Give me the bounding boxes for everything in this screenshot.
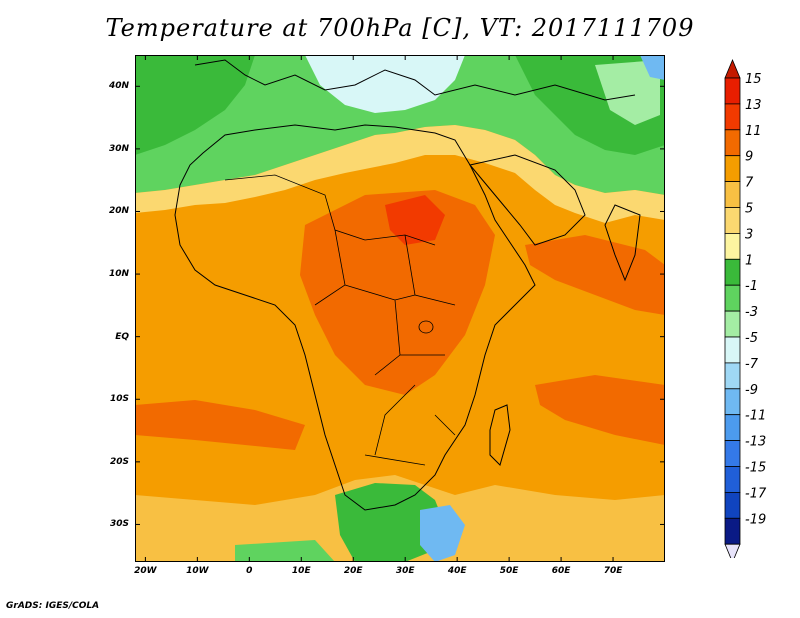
lat-label-20n: 20N (108, 206, 129, 217)
colorbar-swatch (724, 362, 741, 390)
colorbar-label: -3 (745, 305, 758, 320)
map-frame (135, 55, 665, 562)
lat-label-30n: 30N (108, 143, 129, 154)
colorbar-swatch (724, 232, 741, 260)
colorbar-swatch (724, 491, 741, 519)
field-cold-south (420, 505, 465, 562)
field-warm-indian (535, 375, 665, 445)
colorbar-top-arrow (724, 58, 741, 79)
colorbar-label: 15 (745, 72, 762, 87)
field-yellow-band (135, 125, 665, 223)
lake-victoria (418, 320, 434, 334)
madagascar-coastline (489, 404, 511, 466)
field-hot-spot (385, 195, 445, 245)
lat-label-10s: 10S (109, 394, 129, 405)
colorbar-label: -7 (745, 357, 759, 372)
lon-label-40e: 40E (447, 566, 467, 576)
colorbar-swatch (724, 129, 741, 157)
colorbar-label: -13 (745, 435, 766, 450)
colorbar-label: -5 (745, 331, 758, 346)
lat-label-30s: 30S (109, 519, 129, 530)
lon-label-20w: 20W (134, 566, 157, 576)
europe-coastline (194, 59, 636, 101)
colorbar-bottom-arrow (724, 543, 741, 558)
field-warm-core (300, 190, 495, 395)
lat-label-eq: EQ (115, 331, 129, 342)
colorbar-label: -9 (745, 383, 758, 398)
arabia-coastline (469, 154, 586, 246)
lon-label-70e: 70E (603, 566, 623, 576)
colorbar-swatch (724, 336, 741, 364)
country-borders (224, 174, 456, 466)
lon-label-10w: 10W (186, 566, 209, 576)
field-cold-med (305, 55, 465, 113)
lon-label-60e: 60E (551, 566, 571, 576)
colorbar-label: -17 (745, 486, 767, 501)
colorbar-label: 3 (745, 227, 753, 242)
colorbar: 15 13 11 9 7 5 3 1 -1 -3 -5 -7 -9 -11 -13 -15 -17 -19 (724, 58, 767, 558)
colorbar-label: 13 (745, 98, 762, 113)
map-title: Temperature at 700hPa [C], VT: 201711170… (105, 14, 695, 42)
colorbar-label: -11 (745, 409, 766, 424)
colorbar-label: -15 (745, 461, 766, 476)
footer-credit: GrADS: IGES/COLA (6, 601, 100, 611)
lon-label-0: 0 (246, 566, 253, 576)
lat-label-10n: 10N (108, 269, 129, 280)
colorbar-swatch (724, 258, 741, 286)
colorbar-label: -19 (745, 512, 766, 527)
temperature-map (135, 55, 665, 562)
colorbar-swatch (724, 155, 741, 182)
field-cold-east (595, 60, 660, 125)
lon-label-20e: 20E (343, 566, 363, 576)
field-cold-corner (640, 55, 665, 80)
africa-coastline (174, 124, 536, 511)
colorbar-label: 1 (745, 253, 753, 268)
colorbar-label: 5 (745, 202, 753, 217)
lon-label-10e: 10E (291, 566, 311, 576)
colorbar-swatch (724, 284, 741, 312)
map-ticks (135, 55, 665, 562)
colorbar-swatch (724, 414, 741, 442)
lat-label-20s: 20S (109, 456, 129, 467)
lon-label-30e: 30E (395, 566, 415, 576)
colorbar-swatch (724, 207, 741, 234)
colorbar-swatch (724, 310, 741, 338)
colorbar-label: 9 (745, 150, 753, 165)
colorbar-label: -1 (745, 279, 758, 294)
map-panel (135, 55, 665, 562)
field-warm-arabian (525, 235, 665, 315)
field-warm-southatl (135, 400, 305, 450)
lon-label-50e: 50E (499, 566, 519, 576)
colorbar-swatch (724, 466, 741, 493)
india-coastline (604, 204, 641, 282)
colorbar-swatch (724, 440, 741, 467)
colorbar-swatch (724, 77, 741, 105)
colorbar-swatch (724, 103, 741, 131)
field-green-sw (235, 540, 335, 562)
colorbar-swatch (724, 517, 741, 545)
colorbar-swatch (724, 181, 741, 208)
colorbar-label: 11 (745, 124, 762, 139)
field-green-nw (135, 55, 255, 155)
colorbar-swatch (724, 388, 741, 416)
lat-label-40n: 40N (108, 81, 129, 92)
field-green-south (335, 483, 445, 562)
colorbar-label: 7 (745, 176, 754, 191)
